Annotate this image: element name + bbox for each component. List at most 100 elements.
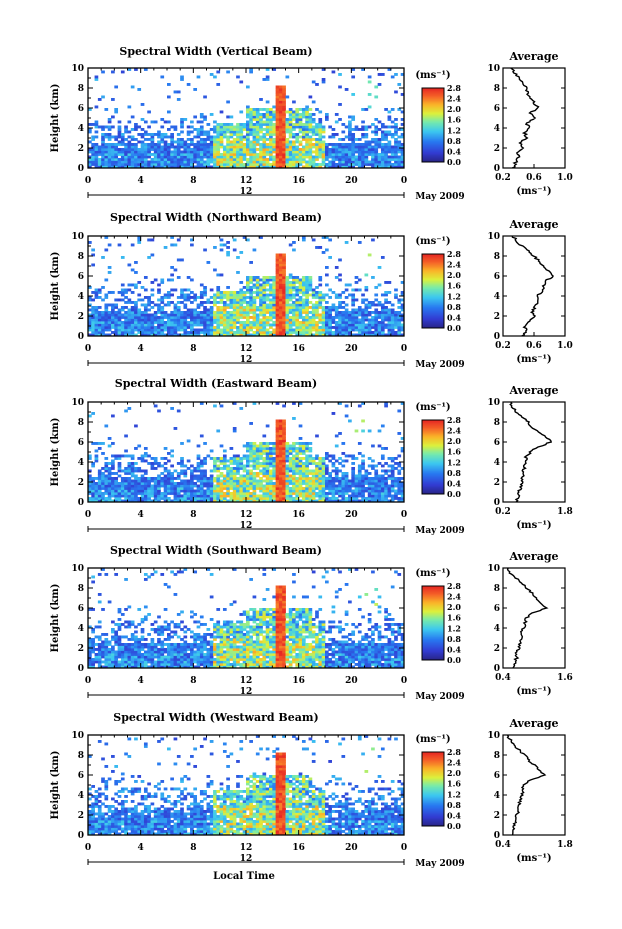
heatmap-cell <box>292 278 296 282</box>
heatmap-cell <box>285 150 290 154</box>
heatmap-cell <box>331 492 336 495</box>
heatmap-cell <box>117 492 122 495</box>
heatmap-cell <box>377 158 382 161</box>
heatmap-cell <box>160 482 165 485</box>
heatmap-cell <box>180 321 184 324</box>
heatmap-cell <box>252 457 257 460</box>
heatmap-cell <box>107 243 112 247</box>
heatmap-cell <box>173 165 178 169</box>
heatmap-cell <box>321 135 326 139</box>
heatmap-cell <box>94 482 99 485</box>
heatmap-cell <box>157 130 161 134</box>
heatmap-cell <box>193 492 198 495</box>
colorbar-swatch <box>422 276 444 278</box>
heatmap-cell <box>216 273 221 277</box>
heatmap-cell <box>252 499 257 503</box>
heatmap-cell <box>104 150 109 154</box>
heatmap-cell <box>209 321 214 324</box>
colorbar-tick-label: 0.8 <box>447 302 461 312</box>
heatmap-cell <box>246 459 250 463</box>
heatmap-cell <box>124 311 128 314</box>
heatmap-cell <box>88 482 92 485</box>
heatmap-cell <box>348 165 352 169</box>
heatmap-cell <box>351 303 356 307</box>
heatmap-cell <box>325 492 329 495</box>
heatmap-cell <box>315 313 319 317</box>
colorbar-tick-label: 2.8 <box>447 249 461 259</box>
heatmap-cell <box>249 499 253 503</box>
heatmap-cell <box>150 288 155 292</box>
heatmap-cell <box>282 150 286 154</box>
heatmap-cell <box>232 494 237 498</box>
heatmap-cell <box>120 321 125 324</box>
heatmap-cell <box>140 148 145 151</box>
heatmap-cell <box>206 130 211 134</box>
heatmap-cell <box>216 286 221 289</box>
heatmap-cell <box>114 148 119 151</box>
heatmap-cell <box>130 333 135 337</box>
heatmap-cell <box>249 474 253 478</box>
heatmap-cell <box>259 138 263 141</box>
heatmap-cell <box>262 140 267 144</box>
heatmap-cell <box>334 158 339 161</box>
heatmap-cell <box>163 311 168 314</box>
heatmap-cell <box>150 293 155 297</box>
heatmap-cell <box>341 321 346 324</box>
heatmap-cell <box>334 333 339 337</box>
heatmap-cell <box>282 90 286 94</box>
heatmap-cell <box>325 333 329 337</box>
heatmap-cell <box>163 487 168 490</box>
heatmap-cell <box>209 499 214 503</box>
heatmap-cell <box>206 163 211 166</box>
heatmap-cell <box>242 296 247 299</box>
heatmap-cell <box>282 100 286 104</box>
heatmap-cell <box>282 158 286 161</box>
heatmap-cell <box>255 484 260 488</box>
heatmap-cell <box>94 318 99 322</box>
heatmap-cell <box>278 271 283 274</box>
heatmap-cell <box>140 469 145 473</box>
heatmap-cell <box>305 316 309 319</box>
heatmap-cell <box>295 286 300 289</box>
heatmap-cell <box>282 487 286 490</box>
heatmap-cell <box>153 313 158 317</box>
heatmap-cell <box>301 286 306 289</box>
heatmap-cell <box>239 306 244 309</box>
y-tick-label: 0 <box>78 164 84 174</box>
heatmap-cell <box>380 160 385 164</box>
heatmap-cell <box>167 313 171 317</box>
heatmap-cell <box>153 467 158 470</box>
heatmap-cell <box>292 487 296 490</box>
heatmap-cell <box>206 145 211 149</box>
heatmap-cell <box>249 477 253 480</box>
heatmap-cell <box>150 153 155 156</box>
heatmap-cell <box>117 333 122 337</box>
heatmap-cell <box>334 326 339 329</box>
avg-x-label: (ms⁻¹) <box>516 354 551 365</box>
heatmap-cell <box>213 462 217 465</box>
heatmap-cell <box>117 163 122 166</box>
heatmap-cell <box>282 93 286 96</box>
heatmap-cell <box>269 323 273 327</box>
heatmap-cell <box>88 316 92 319</box>
heatmap-cell <box>111 467 115 470</box>
heatmap-cell <box>249 422 253 425</box>
heatmap-cell <box>285 492 290 495</box>
heatmap-cell <box>397 143 402 146</box>
heatmap-cell <box>288 286 293 289</box>
heatmap-cell <box>199 313 204 317</box>
heatmap-cell <box>91 328 95 332</box>
heatmap-cell <box>377 160 382 164</box>
heatmap-cell <box>272 494 277 498</box>
heatmap-cell <box>176 143 181 146</box>
heatmap-cell <box>183 479 188 483</box>
heatmap-cell <box>209 311 214 314</box>
heatmap-cell <box>371 145 375 149</box>
heatmap-cell <box>242 444 247 448</box>
heatmap-cell <box>160 118 165 121</box>
heatmap-cell <box>272 482 277 485</box>
heatmap-cell <box>242 479 247 483</box>
heatmap-cell <box>216 296 221 299</box>
heatmap-cell <box>301 303 306 307</box>
heatmap-cell <box>140 103 145 106</box>
